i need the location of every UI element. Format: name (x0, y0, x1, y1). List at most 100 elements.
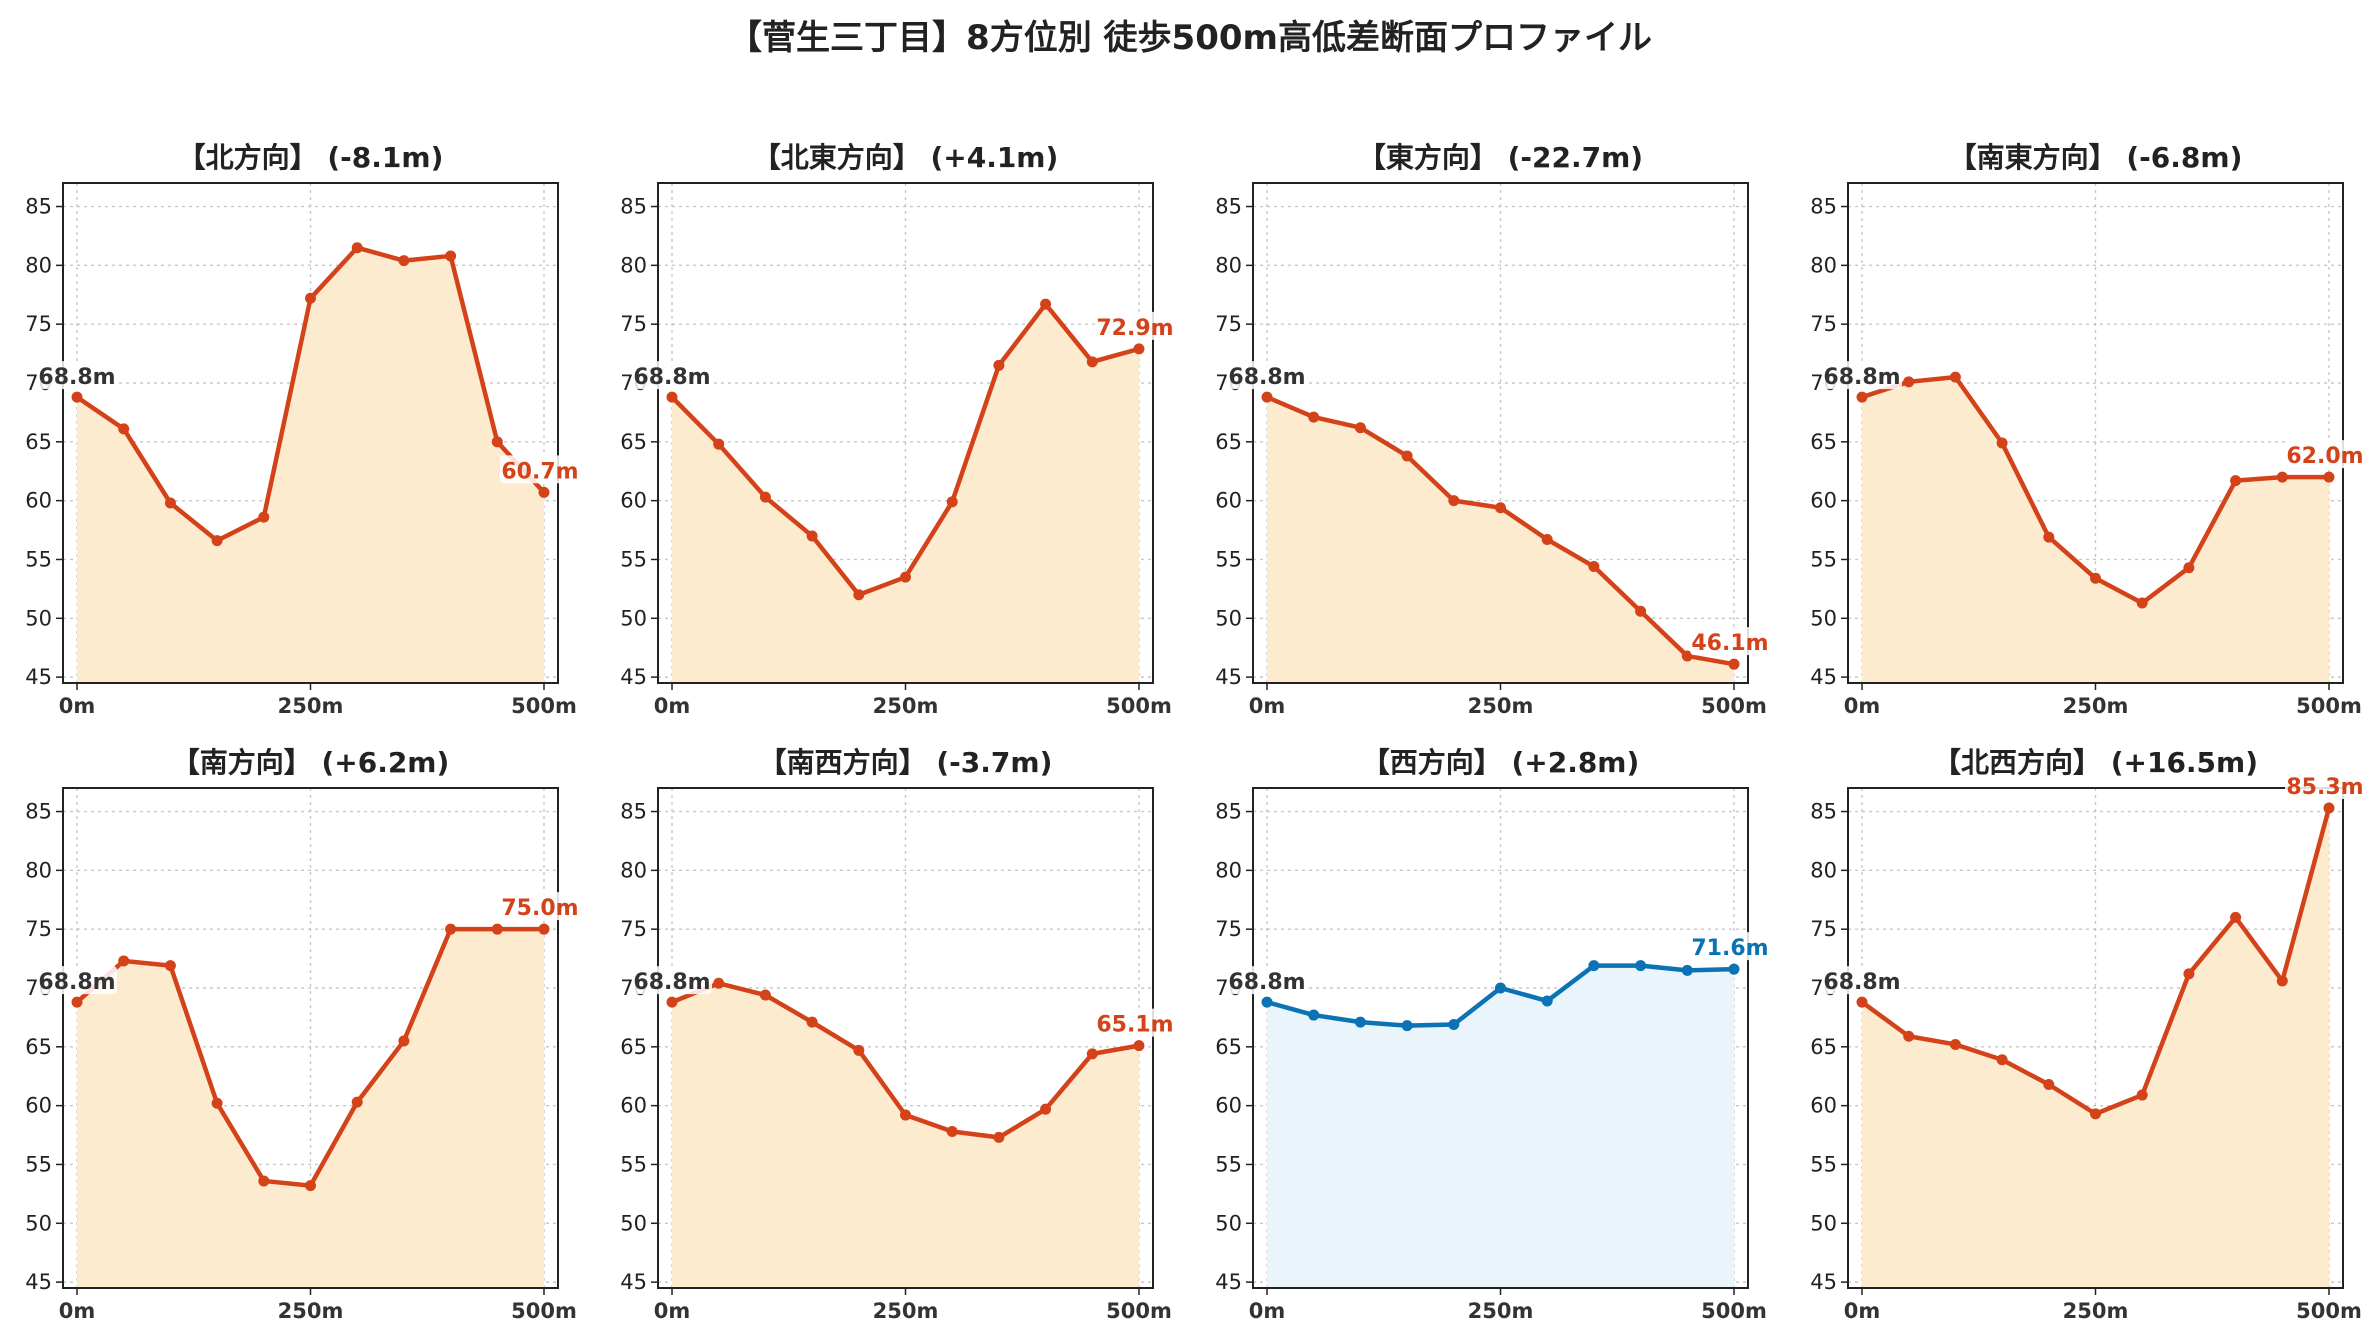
y-tick-label: 55 (25, 547, 52, 571)
area-fill (1267, 965, 1734, 1288)
data-point (2183, 968, 2195, 980)
data-point (666, 996, 678, 1008)
subplot-title: 【北西方向】 (+16.5m) (1933, 746, 2258, 779)
y-tick-label: 45 (620, 1270, 647, 1294)
data-point (164, 497, 176, 509)
y-tick-label: 75 (620, 917, 647, 941)
data-point (1040, 1103, 1052, 1115)
subplot-title: 【東方向】 (-22.7m) (1358, 141, 1643, 174)
subplot-title: 【南方向】 (+6.2m) (172, 746, 450, 779)
data-point (305, 1180, 316, 1192)
end-elevation-label: 72.9m (1096, 316, 1173, 341)
subplot-title: 【西方向】 (+2.8m) (1362, 746, 1640, 779)
data-point (351, 1096, 363, 1108)
x-tick-label: 250m (278, 1299, 344, 1323)
data-point (1040, 298, 1052, 310)
y-tick-label: 65 (25, 1035, 52, 1059)
data-point (2276, 471, 2288, 483)
data-point (538, 486, 550, 498)
data-point (2090, 1108, 2101, 1120)
y-tick-label: 60 (1810, 489, 1837, 513)
x-tick-label: 500m (1106, 1299, 1172, 1323)
data-point (2043, 531, 2055, 543)
area-fill (1862, 377, 2329, 683)
y-tick-label: 85 (25, 800, 52, 824)
end-label-bg (499, 892, 580, 921)
subplot-title: 【南東方向】 (-6.8m) (1949, 141, 2243, 174)
data-point (713, 977, 725, 989)
data-point (1635, 605, 1647, 617)
start-elevation-label: 68.8m (38, 365, 115, 390)
y-tick-label: 65 (25, 430, 52, 454)
end-elevation-label: 75.0m (501, 896, 578, 921)
data-point (211, 535, 223, 547)
end-elevation-label: 62.0m (2286, 444, 2363, 469)
x-tick-label: 250m (278, 694, 344, 718)
data-point (118, 423, 130, 435)
y-tick-label: 45 (620, 665, 647, 689)
data-point (445, 250, 457, 262)
data-point (1354, 1016, 1366, 1028)
area-fill (672, 304, 1139, 683)
y-tick-label: 65 (620, 430, 647, 454)
subplot-3: 【東方向】 (-22.7m)4550556065707580850m250m50… (1215, 141, 1770, 718)
data-point (1308, 1009, 1320, 1021)
end-elevation-label: 85.3m (2286, 775, 2363, 800)
y-tick-label: 60 (25, 489, 52, 513)
data-point (538, 923, 550, 935)
data-point (1949, 1038, 1961, 1050)
data-point (1856, 391, 1868, 403)
end-elevation-label: 65.1m (1096, 1013, 1173, 1038)
y-tick-label: 55 (1215, 1152, 1242, 1176)
x-tick-label: 500m (2296, 1299, 2362, 1323)
data-point (2323, 471, 2335, 483)
y-tick-label: 65 (1215, 430, 1242, 454)
y-tick-label: 45 (25, 1270, 52, 1294)
data-point (2276, 975, 2288, 987)
figure-title: 【菅生三丁目】8方位別 徒歩500m高低差断面プロファイル (728, 18, 1652, 58)
x-tick-label: 0m (1844, 694, 1881, 718)
data-point (2230, 911, 2242, 923)
subplot-8: 【北西方向】 (+16.5m)4550556065707580850m250m5… (1810, 746, 2365, 1323)
x-tick-label: 250m (873, 694, 939, 718)
y-tick-label: 60 (1215, 1094, 1242, 1118)
x-tick-label: 0m (59, 1299, 96, 1323)
start-label-bg (37, 361, 118, 390)
x-tick-label: 250m (1468, 1299, 1534, 1323)
data-point (993, 1131, 1005, 1143)
y-tick-label: 55 (620, 547, 647, 571)
y-tick-label: 75 (25, 312, 52, 336)
end-elevation-label: 60.7m (501, 459, 578, 484)
y-tick-label: 55 (1810, 1152, 1837, 1176)
data-point (1681, 964, 1693, 976)
x-tick-label: 0m (654, 1299, 691, 1323)
data-point (1261, 391, 1273, 403)
end-elevation-label: 71.6m (1691, 936, 1768, 961)
data-point (71, 996, 83, 1008)
data-point (1495, 502, 1506, 514)
data-point (1495, 982, 1506, 994)
data-point (211, 1097, 223, 1109)
subplot-title: 【北方向】 (-8.1m) (178, 141, 444, 174)
data-point (1448, 1018, 1460, 1030)
data-point (1401, 1020, 1413, 1032)
x-tick-label: 500m (1106, 694, 1172, 718)
data-point (1448, 495, 1460, 507)
end-label-bg (1689, 627, 1770, 656)
end-label-bg (1094, 1008, 1175, 1037)
data-point (1949, 371, 1961, 383)
y-tick-label: 60 (620, 1094, 647, 1118)
y-tick-label: 80 (1810, 253, 1837, 277)
y-tick-label: 45 (1810, 1270, 1837, 1294)
y-tick-label: 60 (1810, 1094, 1837, 1118)
subplot-7: 【西方向】 (+2.8m)4550556065707580850m250m500… (1215, 746, 1770, 1323)
data-point (900, 1109, 911, 1121)
x-tick-label: 500m (2296, 694, 2362, 718)
y-tick-label: 80 (620, 858, 647, 882)
data-point (946, 496, 958, 508)
y-tick-label: 85 (620, 195, 647, 219)
data-point (2090, 572, 2101, 584)
y-tick-label: 50 (620, 606, 647, 630)
x-tick-label: 250m (2063, 694, 2129, 718)
start-elevation-label: 68.8m (1823, 970, 1900, 995)
